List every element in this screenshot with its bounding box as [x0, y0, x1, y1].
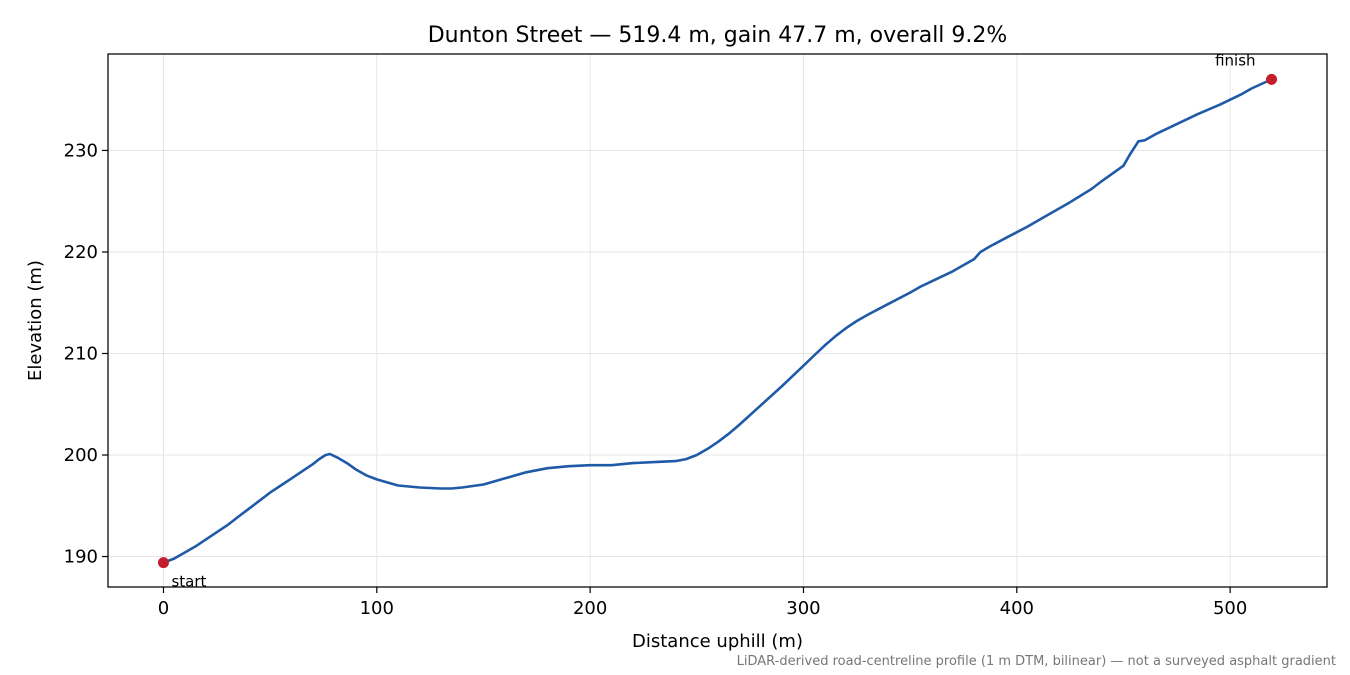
y-tick-label: 200	[64, 445, 98, 466]
series-layer	[162, 78, 1273, 564]
x-tick-label: 0	[158, 598, 169, 619]
start-marker	[157, 557, 169, 569]
x-tick-label: 100	[360, 598, 394, 619]
y-tick-label: 220	[64, 242, 98, 263]
x-tick-label: 400	[1000, 598, 1034, 619]
y-tick-label: 190	[64, 547, 98, 568]
x-axis-label: Distance uphill (m)	[632, 631, 803, 652]
x-tick-label: 500	[1213, 598, 1247, 619]
grid-lines	[108, 54, 1327, 587]
elevation-line	[162, 78, 1273, 564]
finish-label: finish	[1215, 51, 1255, 69]
footnote: LiDAR-derived road-centreline profile (1…	[737, 654, 1336, 669]
y-tick-label: 230	[64, 140, 98, 161]
start-label: start	[171, 573, 206, 591]
y-axis-label: Elevation (m)	[25, 260, 46, 381]
chart-title: Dunton Street — 519.4 m, gain 47.7 m, ov…	[428, 23, 1008, 48]
marker-layer: start finish	[157, 51, 1278, 591]
plot-area-frame	[107, 53, 1328, 588]
axis-ticks: 0 100 200 300 400 500 190 200 210 220 230	[64, 140, 1248, 619]
x-tick-label: 200	[573, 598, 607, 619]
x-tick-label: 300	[786, 598, 820, 619]
finish-marker	[1266, 73, 1278, 85]
y-tick-label: 210	[64, 343, 98, 364]
